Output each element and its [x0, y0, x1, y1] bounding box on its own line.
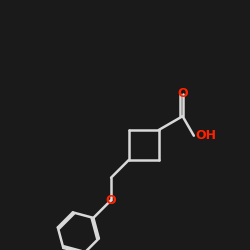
Text: O: O — [106, 194, 116, 207]
Text: O: O — [177, 87, 188, 100]
Text: OH: OH — [195, 129, 216, 142]
